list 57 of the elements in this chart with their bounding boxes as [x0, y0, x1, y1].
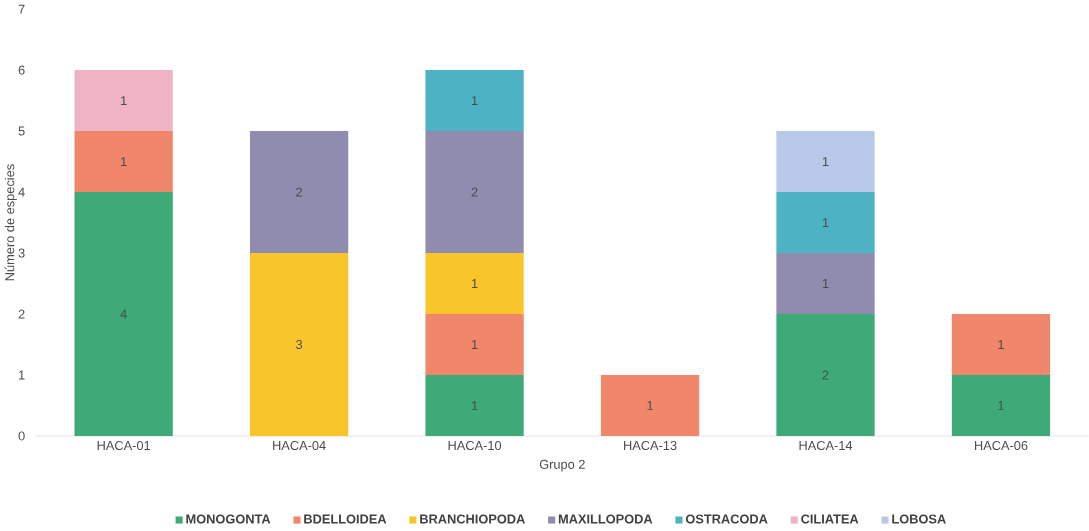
data-label: 1: [121, 96, 127, 105]
data-label: 4: [120, 309, 127, 319]
data-label: 1: [472, 400, 478, 410]
bar: [776, 130, 875, 192]
bar: [776, 252, 875, 314]
bar: [425, 130, 524, 253]
legend-label: BDELLOIDEA: [304, 514, 387, 524]
bar: [600, 374, 700, 436]
bar: [249, 252, 349, 436]
data-label: 1: [822, 157, 829, 166]
bar: [74, 69, 173, 131]
x-tick-label: HACA-06: [974, 440, 1028, 450]
x-tick-label: HACA-01: [97, 440, 151, 450]
legend-label: OSTRACODA: [685, 514, 768, 524]
data-label: 1: [822, 278, 829, 288]
bar: [425, 69, 524, 131]
y-axis-title: Número de especies: [4, 164, 17, 281]
data-label: 3: [296, 339, 303, 349]
bar: [425, 374, 524, 436]
bar: [425, 252, 524, 314]
bar: [776, 191, 875, 253]
data-label: 1: [472, 96, 478, 105]
data-label: 1: [822, 218, 829, 227]
legend-label: LOBOSA: [892, 514, 946, 524]
legend-label: BRANCHIOPODA: [420, 514, 525, 524]
y-tick-label: 3: [18, 248, 25, 258]
data-label: 1: [998, 339, 1004, 349]
y-tick-label: 4: [18, 187, 25, 197]
y-tick-label: 5: [18, 126, 25, 136]
data-label: 1: [647, 400, 653, 410]
y-tick-label: 7: [18, 4, 25, 14]
bar: [951, 313, 1051, 375]
data-label: 1: [472, 339, 478, 349]
x-tick-label: HACA-04: [273, 440, 326, 450]
data-label: 2: [471, 187, 478, 197]
y-tick-label: 1: [19, 370, 25, 380]
bar: [74, 130, 173, 192]
bar: [951, 374, 1051, 436]
x-tick-label: HACA-10: [448, 440, 502, 450]
data-label: 2: [296, 187, 303, 197]
bar: [74, 191, 173, 436]
x-axis-title: Grupo 2: [539, 459, 585, 472]
data-label: 1: [121, 157, 127, 166]
bar: [776, 313, 875, 436]
y-tick-label: 2: [18, 309, 25, 319]
data-label: 2: [822, 370, 829, 380]
legend-label: CILIATEA: [801, 514, 859, 524]
data-label: 1: [472, 278, 478, 288]
bar: [425, 313, 524, 375]
bar: [249, 130, 349, 253]
legend-label: MAXILLOPODA: [558, 514, 653, 524]
y-tick-label: 6: [18, 65, 25, 75]
y-tick-label: 0: [18, 431, 25, 441]
x-tick-label: HACA-13: [624, 440, 677, 450]
data-label: 1: [998, 400, 1004, 410]
x-tick-label: HACA-14: [799, 440, 853, 450]
legend-label: MONOGONTA: [186, 514, 271, 524]
